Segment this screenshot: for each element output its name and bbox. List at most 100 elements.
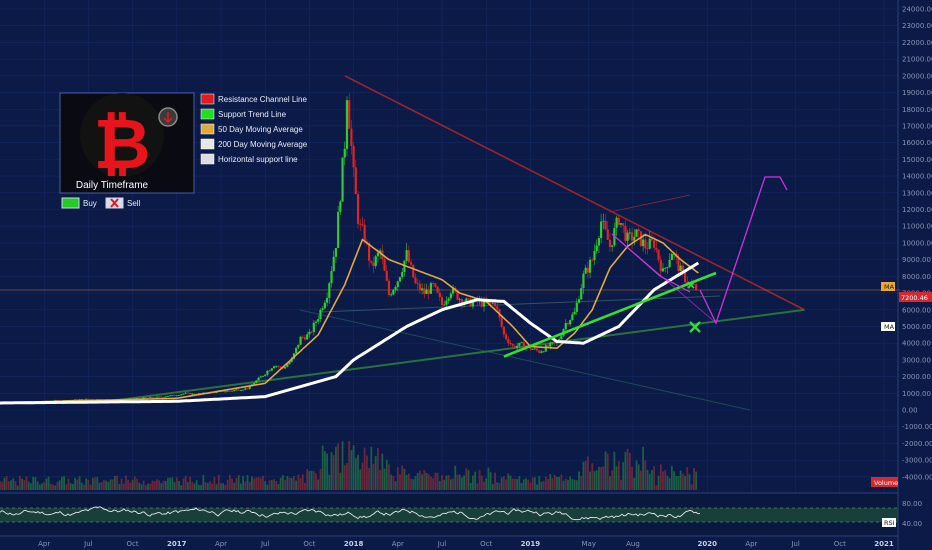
candle-body [248,385,251,389]
candle-body [504,334,508,339]
price-tag: 7200.46 [899,292,932,302]
volume-bar [138,482,141,490]
volume-bar [388,464,390,490]
candle-body [655,247,658,250]
volume-bar [78,476,81,490]
volume-bar [111,479,114,490]
candle-body [383,259,386,271]
candle-body [233,390,236,391]
candle-body [257,377,260,381]
candle-body [664,267,667,269]
candle-body [425,289,428,295]
volume-tag: Volume [871,477,898,487]
volume-bar [385,459,388,490]
x-tick-label: 2019 [521,540,541,548]
volume-bar [354,457,357,490]
volume-bar [297,474,300,490]
legend-swatch-horizontal [200,153,215,165]
y-tick-label: 22000.00 [902,39,932,47]
volume-bar [613,451,616,490]
volume-bar [686,466,689,490]
volume-bar [622,462,625,490]
volume-bar [228,474,231,490]
volume-bar [631,467,633,490]
candle-body [666,267,669,268]
x-tick-label: Oct [834,540,846,548]
volume-bar [80,482,83,490]
candle-body [314,321,318,323]
volume-bar [131,479,134,490]
candle-body [286,364,289,368]
volume-bar [231,478,233,490]
volume-bar [575,480,578,490]
logo-box: ₿ Daily Timeframe [59,92,195,194]
candle-body [661,268,665,272]
svg-text:RSI: RSI [884,519,895,527]
x-tick-label: Jul [437,540,447,548]
resistance-channel-line [344,75,805,311]
candle-body [668,260,671,268]
candle-body [597,238,601,246]
volume-bar [403,468,406,490]
volume-bar [361,462,364,490]
candle-body [659,259,662,272]
candle-body [308,331,311,335]
candle-body [166,396,170,397]
volume-bar [496,482,499,490]
y-tick-label: -3000.00 [902,457,932,465]
volume-bar [98,482,101,490]
candle-body [283,367,287,369]
volume-bar [100,481,103,490]
candle-body [436,286,439,293]
volume-bar [677,476,680,490]
faint-descending-line [299,309,751,411]
candle-body [496,306,499,310]
candle-body [650,238,654,241]
volume-bar [372,463,375,490]
candle-body [429,283,433,294]
candle-body [606,229,609,240]
x-tick-label: Jul [790,540,800,548]
volume-bar [427,474,430,490]
y-tick-label: 18000.00 [902,106,932,114]
candle-body [577,299,581,303]
volume-bar [158,480,161,490]
candle-body [367,243,371,261]
candle-body [376,252,380,257]
candle-body [546,345,550,347]
candle-body [421,288,424,291]
volume-bar [257,477,260,490]
volume-bar [651,469,653,490]
candle-body [443,304,446,306]
volume-bar [443,479,446,490]
volume-bar [357,454,359,490]
candle-body [228,390,231,392]
candle-body [608,239,612,247]
volume-bar [14,481,17,490]
volume-bar [3,477,6,490]
volume-bar [423,470,426,490]
legend-label-resistance: Resistance Channel Line [218,95,307,104]
volume-bar [644,460,647,490]
volume-bar [438,481,441,490]
legend-label-horizontal: Horizontal support line [218,155,298,164]
candle-body [184,392,187,394]
candle-body [259,376,262,378]
candle-body [549,343,552,347]
candle-body [350,128,353,146]
candle-body [175,395,178,397]
candle-body [500,317,503,327]
candle-body [332,256,335,272]
candle-body [471,301,475,307]
volume-bar [419,470,421,490]
candle-body [182,393,185,395]
candle-body [387,280,391,296]
volume-bar [16,485,19,490]
volume-bar [337,443,340,490]
candle-body [615,217,618,229]
volume-bar [399,474,401,490]
volume-bar [268,480,271,490]
candle-body [246,388,249,390]
candle-body [180,394,183,396]
